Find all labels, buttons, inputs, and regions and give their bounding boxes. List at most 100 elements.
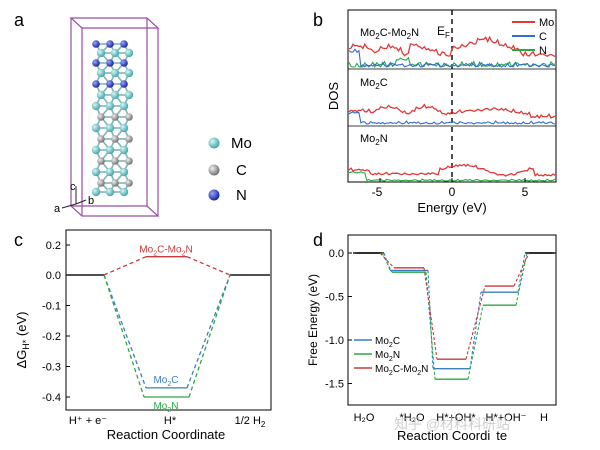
dos-legend-n: N	[539, 45, 547, 57]
c-y-axis: 0.2 0.0 -0.1 -0.2 -0.3 -0.4	[42, 240, 70, 404]
mo-atom	[124, 90, 134, 100]
mo-atom	[91, 187, 101, 197]
d-connector	[513, 252, 530, 287]
c-connector	[186, 274, 231, 389]
c-connector	[186, 256, 231, 276]
c-level-label: Mo2C-Mo2N	[139, 245, 192, 258]
mo-atom	[119, 145, 129, 155]
dos-legend-mo: Mo	[539, 17, 554, 29]
d-xtick-h2: H	[540, 412, 548, 424]
d-legend: Mo2C Mo2N Mo2C-Mo2N	[354, 336, 428, 377]
dos-legend: Mo C N	[512, 17, 554, 57]
panel-b-letter: b	[313, 10, 323, 30]
c-connector	[103, 274, 147, 389]
n-atom	[120, 40, 128, 48]
d-ytick-label: -0.5	[325, 292, 344, 304]
mo-atom	[105, 167, 115, 177]
n-atom	[92, 80, 100, 88]
c-atom	[97, 179, 105, 187]
axis-a-label: a	[54, 203, 61, 215]
n-atom	[120, 59, 128, 67]
mo-atom	[110, 48, 120, 58]
c-connector	[188, 274, 231, 398]
panel-c: c 0.20.0-0.1-0.2-0.3-0.4 Mo2C-Mo2NMo2CMo…	[14, 229, 272, 442]
mo-atom	[124, 68, 134, 78]
c-energy-lines: Mo2C-Mo2N Mo2C Mo2N	[66, 245, 270, 414]
axis-c-label: c	[70, 181, 76, 193]
mo-atom	[110, 68, 120, 78]
unit-cell-box	[69, 17, 160, 217]
mo-atom	[110, 90, 120, 100]
panel-d-letter: d	[313, 230, 323, 250]
mo-atom	[91, 101, 101, 111]
c-atom	[111, 113, 119, 121]
mo-atom	[91, 123, 101, 133]
d-xtick-h2o: H₂O	[354, 412, 375, 424]
n-atom	[120, 80, 128, 88]
c-atom	[111, 179, 119, 187]
dos-legend-c: C	[539, 31, 547, 43]
c-xlabel: Reaction Coordinate	[107, 427, 226, 442]
c-atom	[125, 179, 133, 187]
d-xtick-h-oh-star: H*+OH*	[436, 412, 476, 424]
c-atom	[111, 157, 119, 165]
c-plot-frame	[65, 229, 272, 411]
d-legend-mo2c: Mo2C	[375, 336, 400, 349]
n-atom	[106, 40, 114, 48]
d-xtick-star-h2o: *H₂O	[399, 412, 424, 424]
d-ylabel: Free Energy (eV)	[306, 274, 320, 366]
c-ytick-label: -0.3	[42, 362, 61, 374]
d-legend-mo2c-mo2n: Mo2C-Mo2N	[375, 364, 428, 377]
c-xtick-mid: H*	[164, 415, 177, 427]
mo-atom	[119, 187, 129, 197]
d-ytick-label: -1.0	[325, 335, 344, 347]
c-level-label: Mo2N	[153, 401, 178, 414]
mo-atom	[105, 187, 115, 197]
lattice-axes	[61, 186, 87, 209]
mo-atom	[96, 90, 106, 100]
mo-atom	[91, 167, 101, 177]
c-xtick-start: H⁺ + e⁻	[69, 415, 107, 427]
c-atom	[125, 135, 133, 143]
mo-atom	[91, 145, 101, 155]
panel-d: d 0.0 -0.5 -1.0 -1.5 Free Energy (eV) Mo2C …	[306, 230, 557, 443]
panel-a-legend: Mo C N	[208, 135, 252, 204]
panel-a-letter: a	[14, 10, 25, 30]
c-level-label: Mo2C	[153, 375, 178, 388]
legend-mo-label: Mo	[231, 135, 252, 152]
d-xlabel: Reaction Coordi te	[397, 428, 507, 443]
mo-atom	[119, 123, 129, 133]
c-connector	[103, 274, 145, 398]
mo-atom	[119, 101, 129, 111]
dos-xtick-0: 0	[449, 185, 456, 199]
c-atom	[125, 113, 133, 121]
crystal-structure	[91, 40, 134, 197]
d-plot-frame	[347, 234, 557, 406]
d-xtick-h-oh-minus: H*+OH⁻	[486, 412, 527, 424]
c-atom	[125, 157, 133, 165]
panel-c-letter: c	[14, 230, 23, 250]
c-ytick-label: 0.0	[46, 270, 61, 282]
n-atom	[92, 59, 100, 67]
d-y-axis: 0.0 -0.5 -1.0 -1.5	[325, 248, 352, 391]
d-connector	[469, 292, 482, 369]
legend-n-label: N	[236, 187, 247, 204]
c-atom	[111, 135, 119, 143]
watermark: 知乎 @材料科研站	[394, 416, 510, 432]
dos-curve	[348, 48, 556, 68]
dos-xlabel: Energy (eV)	[417, 200, 486, 215]
d-energy-lines	[353, 252, 556, 380]
dos-curve	[348, 111, 556, 125]
mo-atom	[105, 101, 115, 111]
fermi-label: EF	[437, 24, 450, 40]
dos-xticks	[379, 178, 526, 182]
mo-atom	[105, 123, 115, 133]
dos-xtick-5: 5	[522, 185, 529, 199]
dos-curve	[348, 35, 556, 58]
c-ylabel: ΔGH* (eV)	[14, 312, 31, 369]
d-ytick-label: -1.5	[325, 379, 344, 391]
d-connector	[381, 252, 393, 273]
c-ytick-label: -0.1	[42, 301, 61, 313]
d-connector	[379, 252, 395, 269]
c-atom	[97, 135, 105, 143]
